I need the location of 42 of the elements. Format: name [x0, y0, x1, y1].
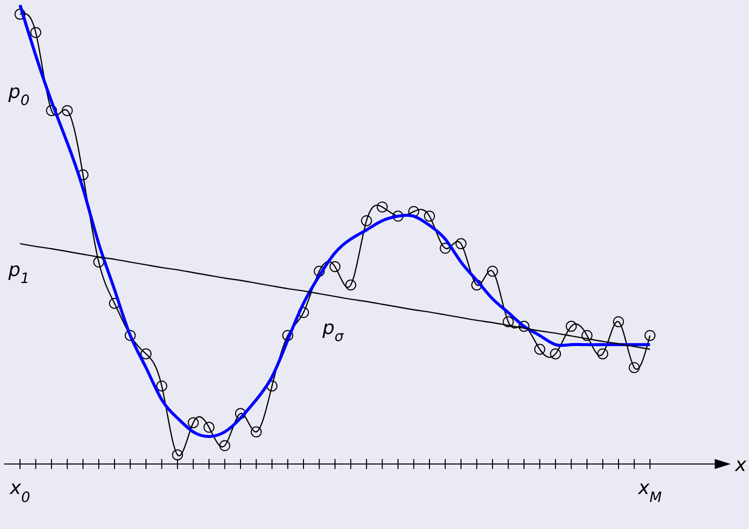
x-axis-title: x — [734, 454, 748, 476]
point — [361, 215, 372, 226]
point — [345, 279, 356, 290]
point — [613, 316, 624, 328]
x-tick-label: x$_{M}$ — [637, 477, 662, 506]
point — [392, 210, 404, 222]
point — [14, 8, 26, 20]
point — [518, 320, 530, 332]
point — [188, 417, 199, 428]
point — [502, 316, 514, 328]
annotation: p$_{1}$ — [7, 259, 30, 287]
x-tick-label: x$_{0}$ — [8, 477, 30, 506]
point — [46, 105, 57, 116]
point — [235, 408, 246, 420]
point — [314, 266, 325, 277]
point — [471, 279, 482, 290]
point — [550, 348, 561, 360]
point — [597, 348, 608, 360]
annotation: p$_{σ}$ — [321, 317, 345, 345]
point — [219, 440, 230, 452]
point — [30, 27, 42, 38]
point — [534, 344, 546, 355]
point — [566, 320, 577, 332]
point — [93, 256, 104, 268]
point — [456, 238, 466, 250]
point — [424, 210, 435, 222]
point — [250, 426, 262, 438]
point — [440, 242, 451, 254]
point — [124, 330, 136, 341]
point — [204, 422, 214, 433]
point — [487, 266, 498, 277]
annotation: p$_{0}$ — [7, 81, 30, 109]
point — [140, 348, 152, 360]
point — [62, 105, 73, 116]
point — [644, 330, 656, 341]
point — [582, 330, 592, 341]
point — [330, 261, 340, 272]
point — [282, 330, 294, 341]
point — [376, 201, 388, 212]
point — [628, 362, 640, 374]
point — [156, 380, 168, 392]
point — [172, 449, 183, 460]
